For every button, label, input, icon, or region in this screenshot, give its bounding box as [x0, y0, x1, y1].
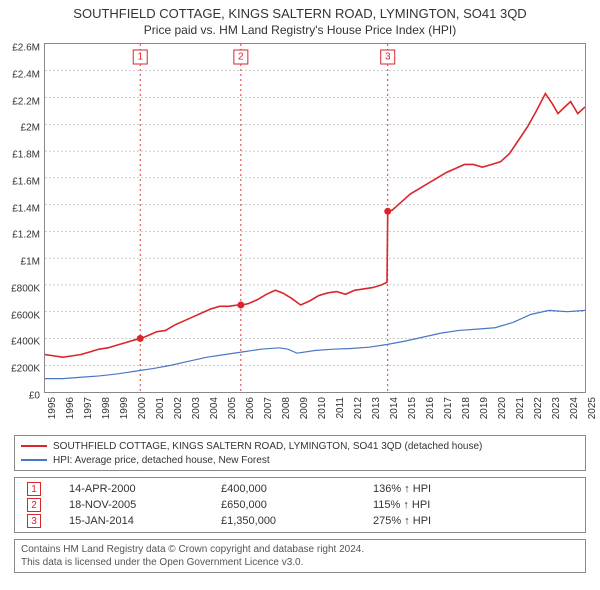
x-tick-label: 2017: [443, 397, 454, 419]
event-row-price: £400,000: [215, 481, 367, 497]
x-tick-label: 2011: [335, 397, 346, 419]
y-tick-label: £1.4M: [12, 203, 40, 214]
event-row-date: 14-APR-2000: [63, 481, 215, 497]
x-tick-label: 1999: [119, 397, 130, 419]
event-dot-2: [237, 302, 244, 309]
event-row-num: 1: [27, 482, 41, 496]
series-group: [45, 94, 585, 379]
events-row: 2 18-NOV-2005£650,000115% ↑ HPI: [21, 497, 579, 513]
x-tick-label: 2018: [461, 397, 472, 419]
event-row-date: 18-NOV-2005: [63, 497, 215, 513]
event-row-num: 3: [27, 514, 41, 528]
x-tick-label: 2013: [371, 397, 382, 419]
x-axis-labels: 1995 1996 1997 1998 1999 2000 2001 2002 2003 2004…: [44, 395, 586, 429]
legend-item: SOUTHFIELD COTTAGE, KINGS SALTERN ROAD, …: [21, 439, 579, 453]
event-num-1: 1: [137, 52, 143, 63]
y-tick-label: £600K: [11, 310, 40, 321]
event-num-2: 2: [238, 52, 244, 63]
legend-label: SOUTHFIELD COTTAGE, KINGS SALTERN ROAD, …: [53, 441, 482, 452]
chart-title: SOUTHFIELD COTTAGE, KINGS SALTERN ROAD, …: [8, 6, 592, 21]
x-tick-label: 2025: [587, 397, 598, 419]
x-tick-label: 2022: [533, 397, 544, 419]
plot-area: 1 2 3: [44, 43, 586, 393]
y-tick-label: £2M: [21, 123, 40, 134]
chart-titles: SOUTHFIELD COTTAGE, KINGS SALTERN ROAD, …: [0, 0, 600, 39]
event-row-hpi: 275% ↑ HPI: [367, 513, 579, 529]
legend-label: HPI: Average price, detached house, New …: [53, 455, 270, 466]
attribution-line2: This data is licensed under the Open Gov…: [21, 556, 579, 569]
x-tick-label: 1998: [101, 397, 112, 419]
legend-swatch: [21, 459, 47, 461]
x-tick-label: 2023: [551, 397, 562, 419]
event-row-price: £650,000: [215, 497, 367, 513]
x-tick-label: 2002: [173, 397, 184, 419]
y-tick-label: £1.2M: [12, 230, 40, 241]
x-tick-label: 2007: [263, 397, 274, 419]
x-tick-label: 2003: [191, 397, 202, 419]
event-markers: 1 2 3: [133, 50, 395, 342]
event-row-price: £1,350,000: [215, 513, 367, 529]
y-tick-label: £1.6M: [12, 176, 40, 187]
event-row-hpi: 115% ↑ HPI: [367, 497, 579, 513]
x-tick-label: 2010: [317, 397, 328, 419]
y-tick-label: £400K: [11, 337, 40, 348]
event-dot-3: [384, 208, 391, 215]
x-tick-label: 2009: [299, 397, 310, 419]
event-row-hpi: 136% ↑ HPI: [367, 481, 579, 497]
x-tick-label: 2006: [245, 397, 256, 419]
x-tick-label: 2001: [155, 397, 166, 419]
event-dot-1: [137, 335, 144, 342]
x-tick-label: 2021: [515, 397, 526, 419]
x-tick-label: 1996: [65, 397, 76, 419]
y-tick-label: £2.4M: [12, 69, 40, 80]
event-row-num: 2: [27, 498, 41, 512]
x-tick-label: 2014: [389, 397, 400, 419]
events-table: 1 14-APR-2000£400,000136% ↑ HPI 2 18-NOV-20…: [14, 477, 586, 533]
chart-container: SOUTHFIELD COTTAGE, KINGS SALTERN ROAD, …: [0, 0, 600, 573]
event-lines: [140, 44, 388, 392]
y-tick-label: £0: [29, 391, 40, 402]
plot-svg: 1 2 3: [45, 44, 585, 392]
legend-swatch: [21, 445, 47, 447]
y-tick-label: £800K: [11, 283, 40, 294]
series-property-price: [45, 94, 585, 358]
x-tick-label: 2008: [281, 397, 292, 419]
y-tick-label: £200K: [11, 364, 40, 375]
events-row: 3 15-JAN-2014£1,350,000275% ↑ HPI: [21, 513, 579, 529]
x-tick-label: 2016: [425, 397, 436, 419]
y-axis-labels: £0£200K£400K£600K£800K£1M£1.2M£1.4M£1.6M…: [0, 48, 44, 398]
x-tick-label: 2024: [569, 397, 580, 419]
x-tick-label: 2000: [137, 397, 148, 419]
x-tick-label: 1995: [47, 397, 58, 419]
y-tick-label: £2.6M: [12, 43, 40, 54]
y-tick-label: £1.8M: [12, 150, 40, 161]
y-tick-label: £2.2M: [12, 96, 40, 107]
y-tick-label: £1M: [21, 257, 40, 268]
x-tick-label: 2015: [407, 397, 418, 419]
attribution: Contains HM Land Registry data © Crown c…: [14, 539, 586, 573]
x-tick-label: 2020: [497, 397, 508, 419]
x-tick-label: 2019: [479, 397, 490, 419]
legend-item: HPI: Average price, detached house, New …: [21, 453, 579, 467]
x-tick-label: 1997: [83, 397, 94, 419]
x-tick-label: 2004: [209, 397, 220, 419]
x-tick-label: 2012: [353, 397, 364, 419]
event-row-date: 15-JAN-2014: [63, 513, 215, 529]
events-row: 1 14-APR-2000£400,000136% ↑ HPI: [21, 481, 579, 497]
attribution-line1: Contains HM Land Registry data © Crown c…: [21, 543, 579, 556]
x-tick-label: 2005: [227, 397, 238, 419]
chart-subtitle: Price paid vs. HM Land Registry's House …: [8, 23, 592, 37]
legend: SOUTHFIELD COTTAGE, KINGS SALTERN ROAD, …: [14, 435, 586, 471]
series-hpi: [45, 310, 585, 378]
gridlines: [45, 71, 585, 365]
event-num-3: 3: [385, 52, 391, 63]
